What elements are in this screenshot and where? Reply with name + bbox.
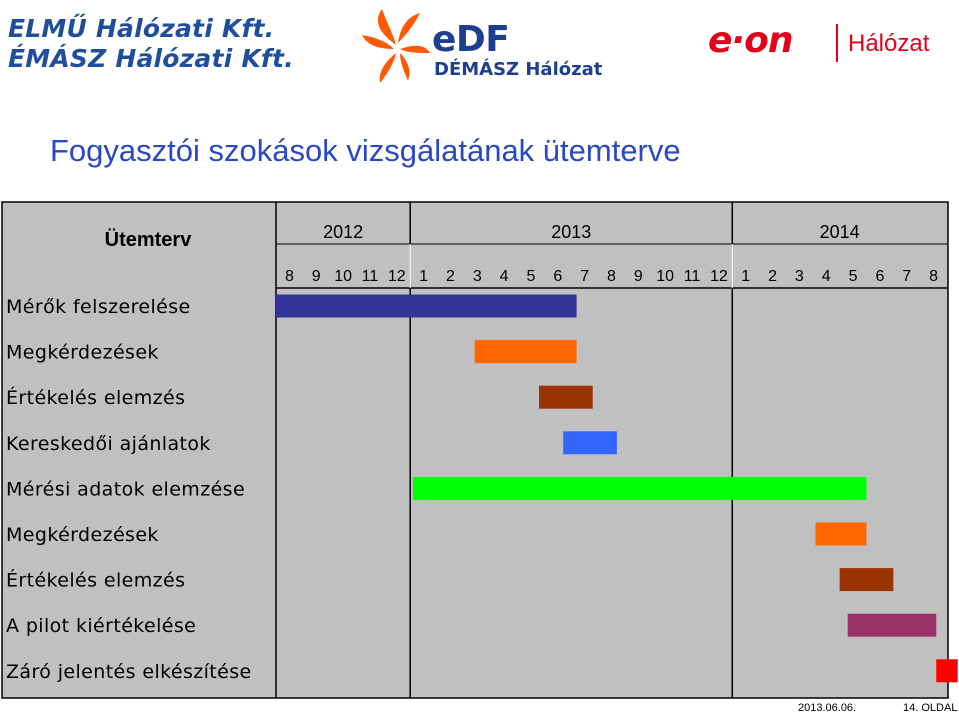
month-label: 5 [849,268,858,285]
task-label: Megkérdezések [6,524,159,546]
task-label: Megkérdezések [6,342,159,364]
task-bar [815,522,867,546]
month-label: 9 [312,268,321,285]
task-bar [563,431,617,455]
task-label: Értékelés elemzés [6,569,185,592]
month-label: 12 [388,268,406,285]
edf-sun-icon [362,9,430,83]
month-label: 7 [902,268,911,285]
task-label: Záró jelentés elkészítése [6,661,252,683]
month-label: 7 [580,268,589,285]
task-label: Mérők felszerelése [6,296,191,318]
month-label: 10 [334,268,352,285]
demasz-logo-text: DÉMÁSZ Hálózat [434,59,603,80]
task-bar [412,476,867,500]
month-label: 3 [795,268,804,285]
elmu-logo-text: ELMŰ Hálózati Kft. [8,14,275,43]
task-label: Értékelés elemzés [6,386,185,409]
month-label: 4 [822,268,831,285]
month-label: 9 [634,268,643,285]
month-label: 1 [419,268,428,285]
task-bar [539,385,593,409]
row-header-label: Ütemterv [105,228,193,251]
edf-logo-text: eDF [432,19,510,60]
month-label: 11 [362,268,379,285]
year-label: 2014 [820,222,860,242]
emasz-logo-text: ÉMÁSZ Hálózati Kft. [8,44,294,73]
month-label: 2 [768,268,777,285]
month-label: 6 [875,268,884,285]
task-label: Kereskedői ajánlatok [6,433,211,455]
task-bar [474,340,577,364]
month-label: 3 [473,268,482,285]
month-label: 10 [656,268,674,285]
month-label: 5 [527,268,536,285]
page-title: Fogyasztói szokások vizsgálatának ütemte… [50,133,681,168]
month-label: 8 [607,268,616,285]
month-label: 11 [684,268,701,285]
footer-date: 2013.06.06. [798,702,857,714]
footer-page-number: 14. OLDAL [903,702,958,714]
year-label: 2012 [323,222,363,242]
month-label: 12 [710,268,728,285]
edf-demasz-logo: eDF DÉMÁSZ Hálózat [362,5,602,85]
elmu-emasz-logo: ELMŰ Hálózati Kft. ÉMÁSZ Hálózati Kft. [8,14,298,74]
month-label: 1 [741,268,750,285]
task-bar [847,613,937,637]
eon-logo: e·on Hálózat [708,20,948,70]
chart-background [1,201,949,699]
month-label: 8 [929,268,938,285]
month-label: 6 [553,268,562,285]
task-bar [276,294,577,318]
year-label: 2013 [551,222,591,242]
eon-logo-separator [836,24,838,62]
month-label: 2 [446,268,455,285]
eon-halozat-text: Hálózat [848,30,930,57]
task-label: Mérési adatok elemzése [6,478,245,500]
task-bar [839,568,894,592]
month-label: 4 [500,268,509,285]
eon-logo-text: e·on [708,20,793,61]
month-label: 8 [285,268,294,285]
task-label: A pilot kiértékelése [6,615,196,637]
task-bar [936,659,958,683]
